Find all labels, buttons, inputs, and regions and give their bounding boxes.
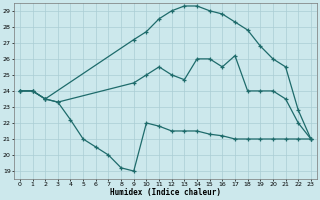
- X-axis label: Humidex (Indice chaleur): Humidex (Indice chaleur): [110, 188, 221, 197]
